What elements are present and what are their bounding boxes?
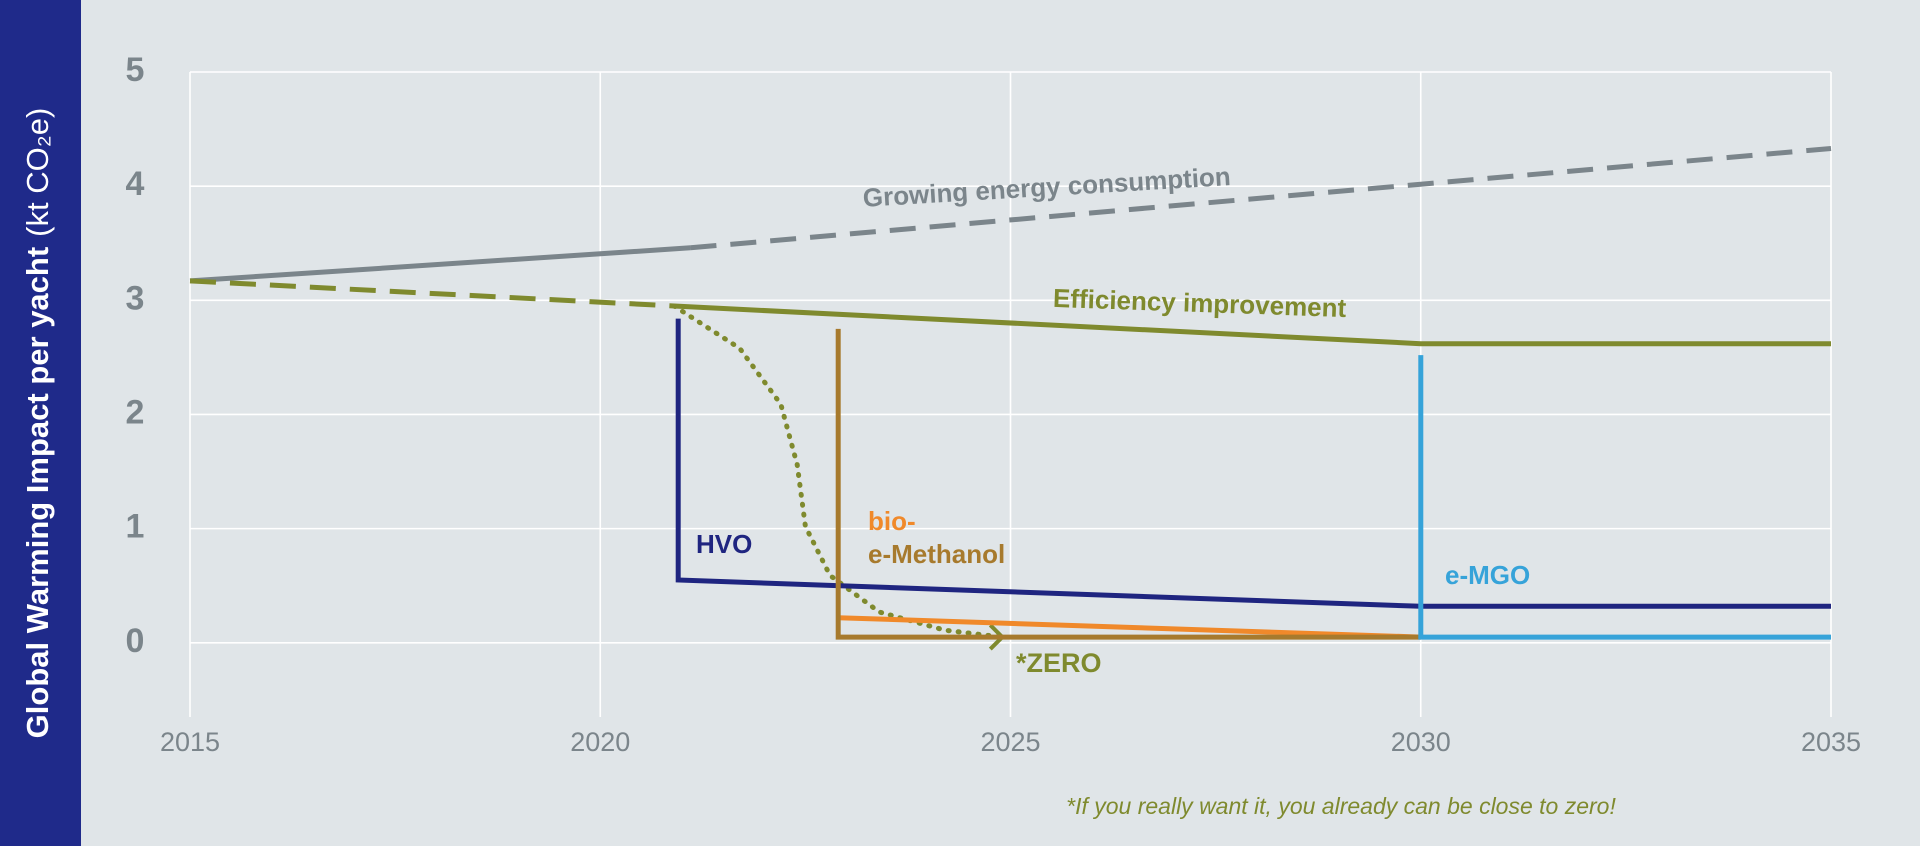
y-tick-label: 4	[126, 165, 145, 203]
series-line	[675, 318, 1831, 609]
series-line	[1418, 355, 1831, 640]
y-label-band	[0, 0, 81, 846]
y-label-unit: (kt CO₂e)	[20, 108, 55, 237]
y-tick-label: 0	[126, 622, 145, 660]
series-line	[835, 328, 1421, 640]
y-tick-label: 3	[126, 279, 145, 317]
x-tick-label: 2035	[1801, 727, 1861, 757]
series-label: e-Methanol	[868, 539, 1005, 569]
series-label: bio-	[868, 506, 916, 536]
y-tick-label: 1	[126, 508, 145, 546]
series-line	[671, 303, 1005, 640]
x-tick-label: 2020	[570, 727, 630, 757]
y-label-main: Global Warming Impact per yacht	[20, 247, 55, 739]
y-axis-label: Global Warming Impact per yacht (kt CO₂e)	[20, 108, 55, 739]
series-line	[189, 245, 691, 284]
footnote: *If you really want it, you already can …	[1066, 793, 1616, 819]
series-line	[673, 303, 1831, 347]
series-line	[690, 146, 1832, 251]
x-tick-label: 2025	[980, 727, 1040, 757]
series-label: e-MGO	[1445, 560, 1530, 590]
series-line	[838, 615, 1421, 640]
y-tick-label: 2	[126, 393, 145, 431]
zero-annotation: *ZERO	[1016, 648, 1102, 678]
series-line	[189, 278, 675, 309]
series-label: HVO	[696, 529, 752, 559]
y-tick-label: 5	[126, 51, 145, 89]
x-tick-label: 2030	[1391, 727, 1451, 757]
x-tick-label: 2015	[160, 727, 220, 757]
